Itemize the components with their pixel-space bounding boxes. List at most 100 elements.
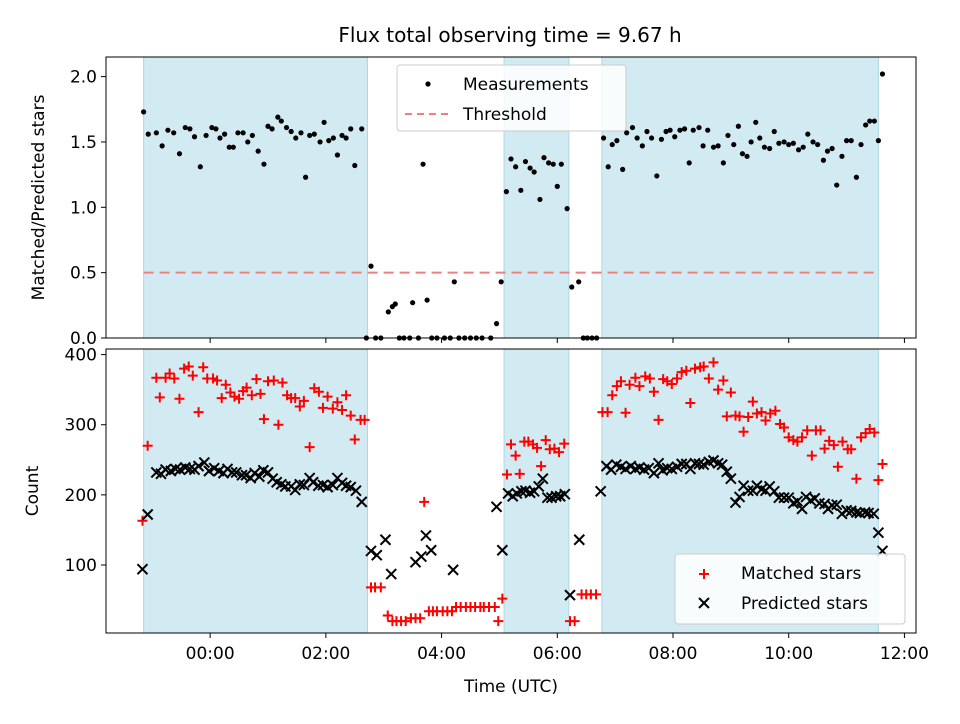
measurement-point xyxy=(725,132,731,139)
measurement-point xyxy=(614,138,620,144)
measurement-point xyxy=(275,114,281,120)
matched-star-point xyxy=(828,440,839,451)
measurement-point xyxy=(686,160,692,166)
matched-star-point xyxy=(634,381,645,392)
matched-star-point xyxy=(164,368,175,379)
matched-star-point xyxy=(602,407,613,418)
matched-star-point xyxy=(685,397,696,408)
legend-threshold-label: Threshold xyxy=(462,105,547,125)
measurement-point xyxy=(203,132,209,139)
predicted-star-point xyxy=(648,467,660,479)
predicted-star-point xyxy=(496,544,509,556)
measurement-point xyxy=(546,160,552,166)
matched-star-point xyxy=(779,422,790,433)
predicted-star-point xyxy=(559,488,571,500)
matched-star-point xyxy=(514,468,525,479)
matched-star-point xyxy=(174,393,185,404)
matched-star-point xyxy=(630,372,641,383)
predicted-star-point xyxy=(573,534,585,546)
matched-star-point xyxy=(255,388,266,399)
predicted-star-point xyxy=(490,501,503,513)
matched-star-point xyxy=(569,616,580,627)
measurement-point xyxy=(451,279,457,285)
bottom-y-tick-label: 100 xyxy=(65,556,97,576)
bottom-x-tick-label: 02:00 xyxy=(301,644,350,664)
measurement-point xyxy=(550,161,556,167)
predicted-star-point xyxy=(379,534,392,546)
matched-star-point xyxy=(760,415,771,426)
measurement-point xyxy=(700,143,706,149)
predicted-star-point xyxy=(307,476,319,488)
matched-star-point xyxy=(873,475,884,486)
predicted-star-point xyxy=(721,466,733,478)
matched-star-point xyxy=(591,589,602,600)
predicted-star-point xyxy=(262,466,274,479)
matched-star-point xyxy=(268,375,279,386)
measurement-point xyxy=(197,164,203,170)
matched-star-point xyxy=(220,379,231,390)
matched-star-point xyxy=(802,425,813,436)
bottom-panel: 100 200 300 400 00:00 02:00 04:00 06:00 08:00 10… xyxy=(23,346,929,697)
top-panel: Flux total observing time = 9.67 h 0.00.… xyxy=(29,23,917,349)
measurement-point xyxy=(639,143,645,149)
measurement-point xyxy=(879,71,886,77)
measurement-point xyxy=(226,144,232,150)
measurement-point xyxy=(786,141,792,148)
predicted-star-point xyxy=(689,457,701,470)
measurement-point xyxy=(359,126,365,132)
measurement-point xyxy=(261,161,267,167)
measurement-point xyxy=(853,174,860,180)
matched-star-point xyxy=(497,593,508,604)
measurement-point xyxy=(820,157,827,163)
matched-star-point xyxy=(689,363,700,374)
measurement-point xyxy=(368,263,374,269)
matched-star-point xyxy=(246,390,257,401)
bottom-y-tick-label: 400 xyxy=(65,346,97,366)
measurement-point xyxy=(182,124,188,131)
matched-star-point xyxy=(640,371,651,382)
measurement-point xyxy=(541,155,547,161)
matched-star-point xyxy=(359,414,370,425)
measurement-points xyxy=(141,71,886,341)
measurement-point xyxy=(677,127,683,133)
measurement-point xyxy=(240,130,246,136)
measurement-point xyxy=(141,109,147,115)
measurement-point xyxy=(298,130,304,136)
top-x-ticks xyxy=(209,338,905,343)
measurement-point xyxy=(848,138,854,144)
measurement-point xyxy=(748,139,754,145)
matched-star-point xyxy=(137,515,148,526)
legend-predicted-marker xyxy=(698,597,710,609)
measurement-point xyxy=(771,128,777,135)
top-axes-frame xyxy=(105,56,917,339)
matched-star-point xyxy=(179,363,190,374)
measurement-point xyxy=(757,135,763,141)
matched-star-point xyxy=(313,386,324,397)
measurement-point xyxy=(800,144,806,150)
matched-star-point xyxy=(819,443,830,454)
bottom-x-ticks: 00:00 02:00 04:00 06:00 08:00 10:00 12:00 xyxy=(186,633,929,664)
measurement-point xyxy=(283,124,290,131)
measurement-point xyxy=(410,300,416,306)
matched-star-point xyxy=(341,390,352,401)
measurement-point xyxy=(672,134,678,140)
measurement-point xyxy=(293,135,299,141)
predicted-star-point xyxy=(868,508,880,520)
matched-star-point xyxy=(317,402,328,413)
matched-star-point xyxy=(419,496,430,507)
matched-star-point xyxy=(851,473,862,484)
bottom-y-ticks: 100 200 300 400 xyxy=(65,346,106,576)
measurement-point xyxy=(265,123,271,129)
predicted-star-point xyxy=(327,479,339,491)
measurement-point xyxy=(644,128,650,135)
top-y-tick-label: 1.0 xyxy=(70,198,97,218)
measurement-point xyxy=(321,119,327,125)
predicted-star-point xyxy=(742,484,754,497)
matched-star-point xyxy=(216,393,227,404)
measurement-point xyxy=(667,127,673,133)
matched-star-point xyxy=(251,374,262,385)
matched-star-point xyxy=(327,403,338,414)
matched-star-point xyxy=(718,375,729,386)
measurement-point xyxy=(330,135,336,141)
bottom-x-tick-label: 12:00 xyxy=(880,644,929,664)
